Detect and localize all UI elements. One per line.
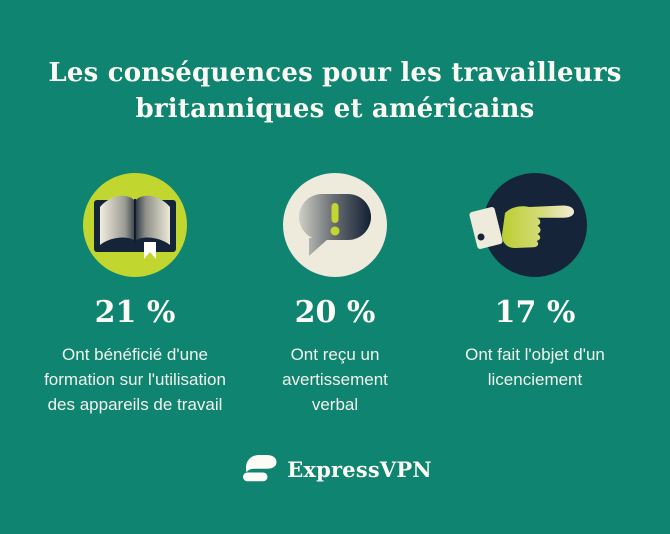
stat-value: 17 % <box>494 295 576 330</box>
title-line-1: Les conséquences pour les travailleurs <box>48 58 622 88</box>
open-book-icon <box>94 195 176 259</box>
stat-column-avertissement: 20 % Ont reçu un avertissement verbal <box>235 173 435 417</box>
page-title: Les conséquences pour les travailleurs b… <box>0 0 670 127</box>
stat-value: 21 % <box>94 295 176 330</box>
stat-column-licenciement: 17 % Ont fait l'objet d'un licenciement <box>435 173 635 417</box>
stat-column-formation: 21 % Ont bénéficié d'une formation sur l… <box>35 173 235 417</box>
title-line-2: britanniques et américains <box>135 94 535 124</box>
speech-bubble-warning-icon <box>299 194 371 256</box>
pointing-hand-icon <box>469 205 574 249</box>
stat-description: Ont bénéficié d'une formation sur l'util… <box>44 345 226 414</box>
stat-icon-circle <box>283 173 387 277</box>
expressvpn-logo-icon <box>238 452 278 486</box>
stats-row: 21 % Ont bénéficié d'une formation sur l… <box>0 173 670 417</box>
brand-name: ExpressVPN <box>287 456 432 482</box>
stat-description: Ont fait l'objet d'un licenciement <box>465 345 605 389</box>
stat-icon-circle <box>469 173 587 277</box>
stat-value: 20 % <box>294 295 376 330</box>
stat-icon-circle <box>83 173 187 277</box>
brand-footer: ExpressVPN <box>0 452 670 486</box>
stat-description: Ont reçu un avertissement verbal <box>282 345 388 414</box>
